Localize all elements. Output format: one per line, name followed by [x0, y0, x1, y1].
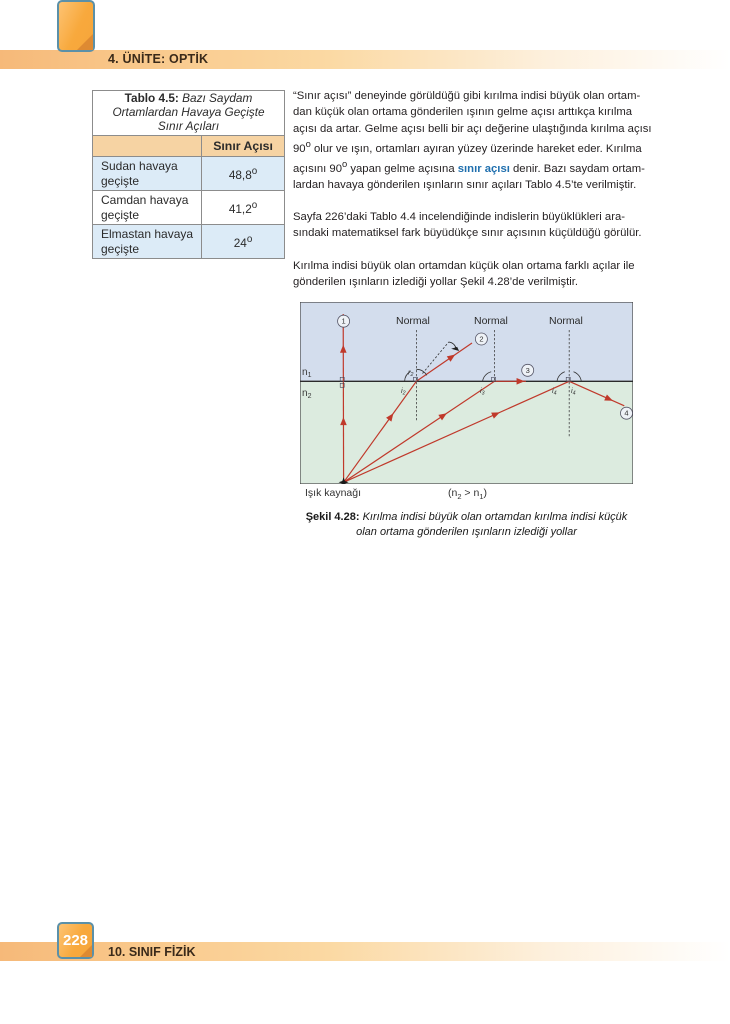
svg-text:Normal: Normal	[474, 315, 508, 327]
svg-text:4: 4	[624, 409, 628, 418]
svg-text:Normal: Normal	[396, 315, 430, 327]
svg-text:Normal: Normal	[549, 315, 583, 327]
svg-text:3: 3	[526, 366, 530, 375]
svg-text:1: 1	[342, 317, 346, 326]
svg-text:2: 2	[479, 335, 483, 344]
